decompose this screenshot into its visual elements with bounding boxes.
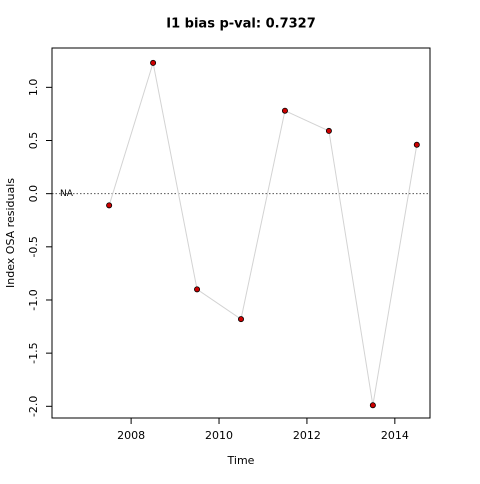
x-tick-label: 2012 [293, 429, 321, 442]
y-axis-label: Index OSA residuals [4, 178, 17, 288]
y-tick-label: 0.5 [27, 132, 40, 150]
data-point [194, 286, 201, 293]
x-axis-label: Time [227, 454, 255, 467]
series-line [108, 62, 418, 406]
data-point [150, 59, 157, 66]
y-tick-label: -1.0 [27, 289, 40, 310]
x-tick-label: 2008 [117, 429, 145, 442]
data-point [237, 316, 244, 323]
y-tick-label: -0.5 [27, 236, 40, 257]
y-tick-label: -2.0 [27, 396, 40, 417]
data-point [325, 127, 332, 134]
x-tick-label: 2010 [205, 429, 233, 442]
y-tick-label: -1.5 [27, 342, 40, 363]
x-tick-label: 2014 [381, 429, 409, 442]
data-point [106, 202, 113, 209]
y-tick-label: 1.0 [27, 79, 40, 97]
plot-frame [51, 47, 431, 419]
y-tick-label: 0.0 [27, 185, 40, 203]
data-point [413, 141, 420, 148]
data-point [281, 107, 288, 114]
reference-label: NA [60, 189, 74, 199]
data-point [369, 402, 376, 409]
chart-title: I1 bias p-val: 0.7327 [166, 17, 316, 32]
